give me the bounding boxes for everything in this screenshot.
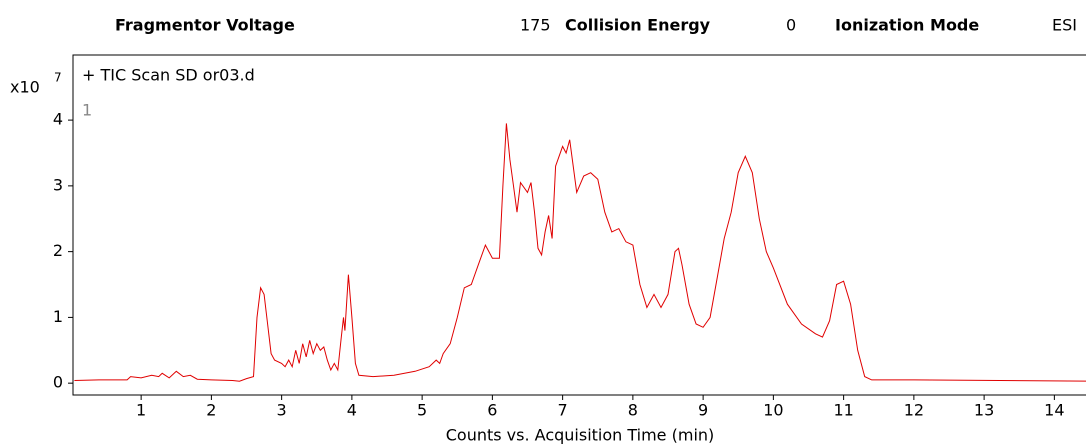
x-tick-label: 14 [1044, 401, 1064, 420]
y-tick-label: 4 [53, 110, 63, 129]
x-tick-label: 11 [833, 401, 853, 420]
x-tick-label: 2 [206, 401, 216, 420]
x-tick-label: 10 [763, 401, 783, 420]
x-axis-label: Counts vs. Acquisition Time (min) [446, 426, 715, 445]
x-tick-label: 6 [487, 401, 497, 420]
panel-label: 1 [82, 101, 92, 120]
x-tick-label: 13 [974, 401, 994, 420]
x-tick-label: 12 [904, 401, 924, 420]
field-value: 175 [520, 16, 551, 35]
field-value: 0 [786, 16, 796, 35]
field-label: Ionization Mode [835, 16, 979, 35]
x-tick-label: 4 [347, 401, 357, 420]
x-tick-label: 8 [628, 401, 638, 420]
field-value: ESI [1052, 16, 1077, 35]
x-tick-label: 9 [698, 401, 708, 420]
field-label: Fragmentor Voltage [115, 16, 295, 35]
plot-frame [72, 54, 1086, 396]
y-tick-label: 3 [53, 175, 63, 194]
x-tick-label: 1 [136, 401, 146, 420]
chromatogram-line [74, 123, 1086, 382]
y-scale-label: x10 [10, 78, 40, 97]
y-scale-exponent: 7 [54, 71, 62, 85]
y-tick-label: 1 [53, 307, 63, 326]
x-tick-label: 7 [558, 401, 568, 420]
x-tick-label: 5 [417, 401, 427, 420]
y-tick-label: 0 [53, 373, 63, 392]
x-tick-label: 3 [277, 401, 287, 420]
chart-title: + TIC Scan SD or03.d [82, 66, 255, 85]
y-tick-label: 2 [53, 241, 63, 260]
field-label: Collision Energy [565, 16, 711, 35]
